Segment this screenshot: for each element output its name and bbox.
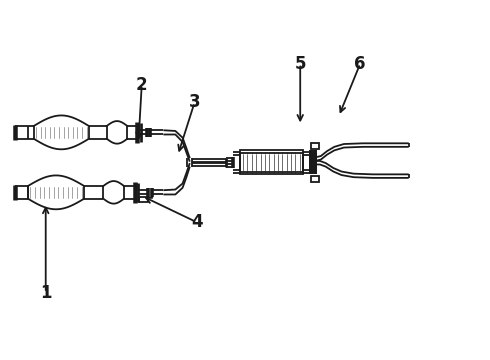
Text: 6: 6 [354, 55, 366, 73]
Bar [139, 197, 148, 202]
Bar [240, 150, 303, 171]
Text: 5: 5 [294, 55, 306, 73]
Bar [311, 143, 319, 149]
Text: 3: 3 [189, 93, 200, 111]
Bar [240, 153, 303, 174]
Bar [311, 176, 319, 182]
Text: 4: 4 [191, 213, 203, 231]
Text: 1: 1 [40, 284, 51, 302]
Text: 2: 2 [136, 76, 147, 94]
